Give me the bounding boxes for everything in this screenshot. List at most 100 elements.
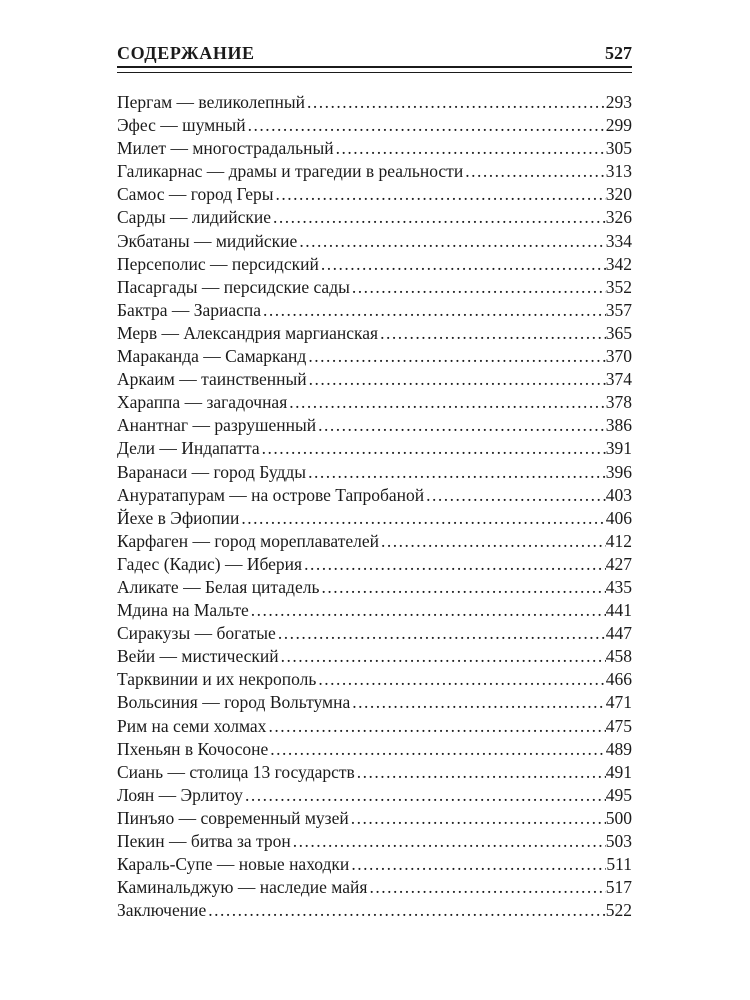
toc-entry-title: Тарквинии и их некрополь bbox=[117, 669, 317, 690]
toc-entry-title: Хараппа — загадочная bbox=[117, 392, 288, 413]
toc-dot-leader bbox=[248, 115, 606, 136]
toc-entry-page-number: 378 bbox=[605, 392, 632, 413]
toc-entry-title: Пасаргады — персидские сады bbox=[117, 276, 350, 297]
toc-dot-leader bbox=[465, 161, 606, 182]
toc-dot-leader bbox=[321, 254, 606, 275]
toc-entry: Галикарнас — драмы и трагедии в реальнос… bbox=[117, 161, 632, 184]
toc-entry: Каминальджую — наследие майя 517 bbox=[117, 877, 632, 900]
toc-entry-page-number: 489 bbox=[605, 738, 632, 759]
toc-entry: Вейи — мистический 458 bbox=[117, 646, 632, 669]
toc-dot-leader bbox=[426, 485, 606, 506]
toc-entry-page-number: 471 bbox=[605, 692, 632, 713]
toc-entry-title: Пинъяо — современный музей bbox=[117, 807, 349, 828]
toc-entry: Пхеньян в Кочосоне 489 bbox=[117, 739, 632, 762]
toc-entry-page-number: 342 bbox=[605, 253, 632, 274]
toc-dot-leader bbox=[208, 900, 606, 921]
toc-entry: Хараппа — загадочная 378 bbox=[117, 392, 632, 415]
toc-entry-title: Сиракузы — богатые bbox=[117, 623, 276, 644]
toc-entry-page-number: 334 bbox=[605, 230, 632, 251]
toc-entry: Рим на семи холмах 475 bbox=[117, 716, 632, 739]
toc-entry: Караль-Супе — новые находки 511 bbox=[117, 854, 632, 877]
toc-entry-title: Аркаим — таинственный bbox=[117, 369, 307, 390]
toc-entry: Лоян — Эрлитоу 495 bbox=[117, 785, 632, 808]
toc-entry: Пергам — великолепный 293 bbox=[117, 92, 632, 115]
toc-list: Пергам — великолепный 293 Эфес — шумный 299… bbox=[117, 92, 632, 923]
toc-entry-title: Заключение bbox=[117, 900, 207, 921]
toc-entry: Заключение 522 bbox=[117, 900, 632, 923]
toc-dot-leader bbox=[318, 415, 606, 436]
toc-entry-page-number: 458 bbox=[605, 646, 632, 667]
toc-dot-leader bbox=[381, 531, 606, 552]
toc-entry: Мараканда — Самарканд 370 bbox=[117, 346, 632, 369]
toc-entry-page-number: 441 bbox=[605, 600, 632, 621]
toc-entry-title: Лоян — Эрлитоу bbox=[117, 784, 243, 805]
toc-dot-leader bbox=[289, 392, 606, 413]
toc-dot-leader bbox=[276, 184, 606, 205]
toc-entry: Персеполис — персидский 342 bbox=[117, 254, 632, 277]
toc-entry-page-number: 522 bbox=[605, 900, 632, 921]
toc-entry: Аркаим — таинственный 374 bbox=[117, 369, 632, 392]
toc-entry-page-number: 374 bbox=[605, 369, 632, 390]
toc-dot-leader bbox=[308, 462, 606, 483]
toc-entry: Дели — Индапатта 391 bbox=[117, 438, 632, 461]
toc-entry: Анантнаг — разрушенный 386 bbox=[117, 415, 632, 438]
toc-entry-title: Экбатаны — мидийские bbox=[117, 230, 298, 251]
toc-entry-title: Вольсиния — город Вольтумна bbox=[117, 692, 351, 713]
toc-entry: Сиань — столица 13 государств 491 bbox=[117, 762, 632, 785]
toc-entry-title: Персеполис — персидский bbox=[117, 253, 319, 274]
toc-dot-leader bbox=[241, 508, 605, 529]
toc-entry: Варанаси — город Будды 396 bbox=[117, 462, 632, 485]
toc-dot-leader bbox=[352, 277, 606, 298]
toc-dot-leader bbox=[273, 207, 606, 228]
toc-entry-page-number: 396 bbox=[605, 461, 632, 482]
toc-dot-leader bbox=[380, 323, 606, 344]
toc-entry-page-number: 326 bbox=[605, 207, 632, 228]
toc-entry: Пекин — битва за трон 503 bbox=[117, 831, 632, 854]
toc-entry-title: Бактра — Зариаспа bbox=[117, 299, 262, 320]
toc-entry-title: Карфаген — город мореплавателей bbox=[117, 530, 379, 551]
toc-entry-page-number: 352 bbox=[605, 276, 632, 297]
toc-dot-leader bbox=[351, 808, 606, 829]
toc-entry: Сиракузы — богатые 447 bbox=[117, 623, 632, 646]
toc-dot-leader bbox=[309, 369, 606, 390]
toc-dot-leader bbox=[304, 554, 606, 575]
toc-entry: Аликате — Белая цитадель 435 bbox=[117, 577, 632, 600]
toc-dot-leader bbox=[351, 854, 606, 875]
toc-entry-page-number: 503 bbox=[605, 831, 632, 851]
toc-entry-title: Милет — многострадальный bbox=[117, 138, 334, 159]
toc-entry: Экбатаны — мидийские 334 bbox=[117, 231, 632, 254]
toc-entry-title: Варанаси — город Будды bbox=[117, 461, 307, 482]
toc-entry-title: Пергам — великолепный bbox=[117, 92, 305, 112]
toc-entry-page-number: 447 bbox=[605, 623, 632, 644]
page-header: СОДЕРЖАНИЕ 527 bbox=[117, 43, 632, 63]
toc-entry-title: Вейи — мистический bbox=[117, 646, 279, 667]
toc-entry-page-number: 403 bbox=[605, 484, 632, 505]
toc-entry-page-number: 305 bbox=[605, 138, 632, 159]
toc-entry: Эфес — шумный 299 bbox=[117, 115, 632, 138]
toc-entry: Милет — многострадальный 305 bbox=[117, 138, 632, 161]
toc-entry-page-number: 293 bbox=[605, 92, 632, 112]
toc-entry-page-number: 406 bbox=[605, 507, 632, 528]
toc-entry-title: Анантнаг — разрушенный bbox=[117, 415, 317, 436]
rule-line-top bbox=[117, 66, 632, 68]
toc-entry-page-number: 517 bbox=[605, 877, 632, 898]
toc-entry: Самос — город Геры 320 bbox=[117, 184, 632, 207]
toc-entry-page-number: 370 bbox=[605, 346, 632, 367]
toc-entry-title: Сарды — лидийские bbox=[117, 207, 272, 228]
toc-dot-leader bbox=[307, 92, 606, 113]
toc-entry: Бактра — Зариаспа 357 bbox=[117, 300, 632, 323]
toc-entry-page-number: 427 bbox=[605, 553, 632, 574]
toc-entry-title: Мдина на Мальте bbox=[117, 600, 249, 621]
toc-entry-page-number: 299 bbox=[605, 115, 632, 136]
toc-entry-page-number: 357 bbox=[605, 299, 632, 320]
page-header-number: 527 bbox=[605, 43, 632, 63]
toc-entry-title: Пхеньян в Кочосоне bbox=[117, 738, 269, 759]
toc-entry-title: Дели — Индапатта bbox=[117, 438, 260, 459]
toc-dot-leader bbox=[299, 231, 605, 252]
toc-entry-page-number: 412 bbox=[605, 530, 632, 551]
toc-entry: Мерв — Александрия маргианская 365 bbox=[117, 323, 632, 346]
toc-entry-title: Рим на семи холмах bbox=[117, 715, 267, 736]
toc-entry-page-number: 320 bbox=[605, 184, 632, 205]
toc-entry-title: Самос — город Геры bbox=[117, 184, 274, 205]
toc-dot-leader bbox=[281, 646, 606, 667]
